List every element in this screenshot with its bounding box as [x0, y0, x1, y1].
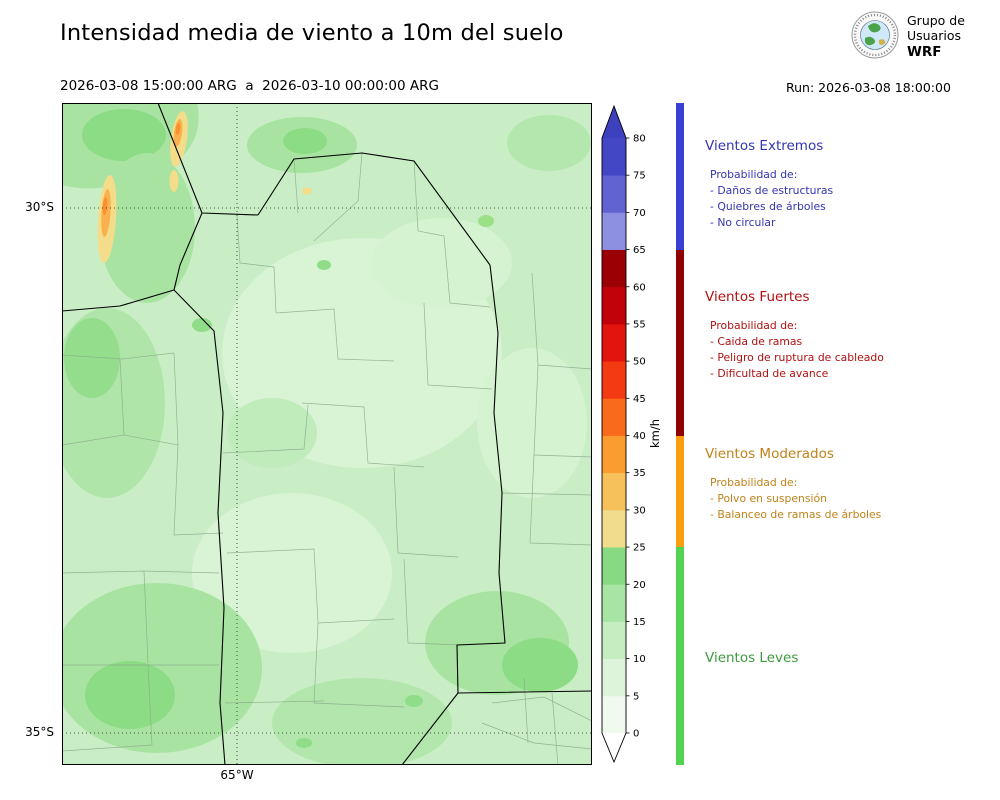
wind-speed-colorbar: 0 5 10 15 20 25 30 35 40 45 50 55 60 65 70 75 80 [601, 104, 646, 764]
colorbar-segment [602, 323, 626, 362]
department-boundaries [61, 152, 593, 766]
legend-category-title: Vientos Extremos [705, 138, 824, 154]
colorbar-segment [602, 584, 626, 622]
legend-category-leves: Vientos Leves [705, 650, 990, 680]
legend-category-strip [676, 103, 684, 765]
moderate-wind-cells [97, 111, 312, 263]
map-border [62, 103, 592, 765]
colorbar-tick-label: 0 [633, 729, 639, 740]
colorbar-tick-label: 80 [633, 134, 646, 145]
legend-strip-segment [676, 547, 684, 765]
legend-strip-segment [676, 249, 684, 436]
colorbar-segment [602, 361, 626, 399]
colorbar-tick-label: 55 [633, 319, 646, 330]
gridlines [62, 103, 592, 765]
colorbar-tick-label: 75 [633, 171, 646, 182]
forecast-date-range: 2026-03-08 15:00:00 ARG a 2026-03-10 00:… [60, 78, 439, 94]
legend-item: - Balanceo de ramas de árboles [710, 507, 882, 521]
legend-strip-segment [676, 103, 684, 250]
colorbar-segment [602, 138, 626, 176]
legend-strip-segment [676, 435, 684, 548]
colorbar-tick-label: 45 [633, 394, 646, 405]
colorbar-tick-label: 25 [633, 543, 646, 554]
colorbar-tick-label: 60 [633, 282, 646, 293]
logo-line-2: Usuarios [907, 28, 962, 43]
colorbar-tick-label: 5 [633, 691, 639, 702]
colorbar-tick-label: 35 [633, 468, 646, 479]
colorbar-segment [602, 175, 626, 213]
colorbar-segment [602, 249, 626, 288]
colorbar-segment [602, 472, 626, 511]
colorbar-segment [602, 286, 626, 325]
colorbar-tick-label: 50 [633, 357, 646, 368]
lat-tick-30s: 30°S [25, 200, 54, 214]
legend-item: - Caida de ramas [710, 335, 803, 348]
colorbar-segment [602, 621, 626, 660]
colorbar-segment [602, 547, 626, 585]
legend-category-title: Vientos Leves [705, 650, 799, 666]
logo-line-1: Grupo de [907, 13, 965, 28]
legend-item: - No circular [710, 215, 776, 229]
colorbar-segment [602, 509, 626, 548]
colorbar-segment [602, 435, 626, 474]
legend-probability-label: Probabilidad de: [710, 168, 798, 181]
legend-item: - Dificultad de avance [710, 366, 829, 380]
legend-category-title: Vientos Moderados [705, 446, 834, 462]
legend-item: - Daños de estructuras [710, 184, 834, 197]
logo-line-3: WRF [907, 44, 942, 60]
colorbar-tick-label: 65 [633, 245, 646, 256]
page-title: Intensidad media de viento a 10m del sue… [60, 20, 564, 46]
lon-tick-65w: 65°W [220, 768, 254, 782]
colorbar-segment [602, 398, 626, 436]
colorbar-tick-label: 70 [633, 208, 646, 219]
legend-probability-label: Probabilidad de: [710, 476, 798, 489]
colorbar-segment [602, 658, 626, 697]
wrf-logo: Grupo de Usuarios WRF [850, 10, 965, 60]
legend-item: - Polvo en suspensión [710, 492, 827, 505]
colorbar-over-arrow [602, 106, 626, 138]
colorbar-under-arrow [602, 733, 626, 762]
colorbar-segment [602, 695, 626, 734]
colorbar-tick-label: 30 [633, 505, 646, 516]
colorbar-tick-label: 40 [633, 431, 646, 442]
legend-item: - Quiebres de árboles [710, 199, 826, 213]
colorbar-tick-label: 15 [633, 617, 646, 628]
legend-probability-label: Probabilidad de: [710, 319, 798, 332]
model-run-label: Run: 2026-03-08 18:00:00 [786, 80, 951, 95]
map-frame [49, 102, 593, 768]
legend-category-extremos: Vientos Extremos Probabilidad de: - Daño… [705, 138, 990, 230]
legend-item: - Peligro de ruptura de cableado [710, 350, 884, 364]
logo-text: Grupo de Usuarios WRF [907, 10, 965, 60]
colorbar-tick-label: 10 [633, 654, 646, 665]
colorbar-tick-label: 20 [633, 580, 646, 591]
legend-category-title: Vientos Fuertes [705, 289, 810, 305]
colorbar-segment [602, 212, 626, 250]
wind-speed-shading [49, 103, 591, 768]
lat-tick-35s: 35°S [25, 725, 54, 739]
legend-category-fuertes: Vientos Fuertes Probabilidad de: - Caida… [705, 289, 990, 381]
wind-map [49, 102, 593, 768]
province-boundaries [61, 102, 593, 766]
colorbar-unit-label: km/h [648, 418, 662, 448]
legend-category-moderados: Vientos Moderados Probabilidad de: - Pol… [705, 446, 990, 523]
globe-icon [851, 11, 899, 59]
